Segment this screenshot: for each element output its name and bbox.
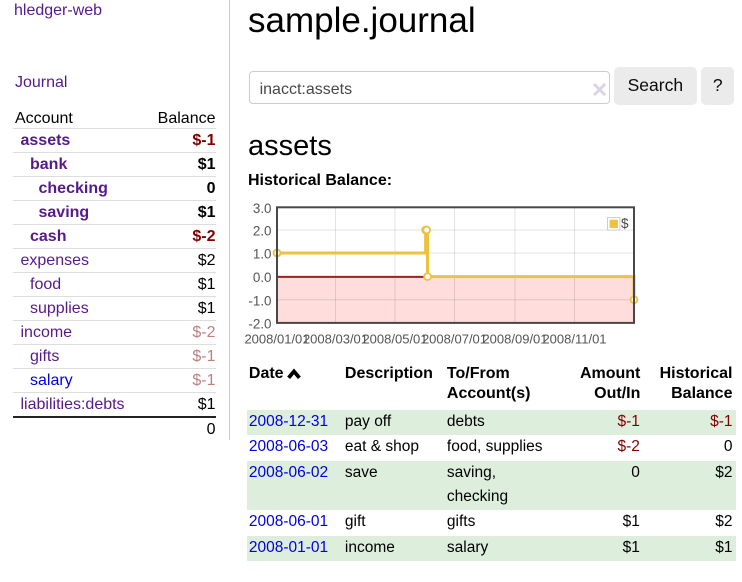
svg-text:2008/03/01: 2008/03/01: [303, 332, 368, 347]
svg-text:2008/01/01: 2008/01/01: [244, 332, 309, 347]
svg-text:2.0: 2.0: [253, 224, 272, 239]
svg-text:-1.0: -1.0: [248, 293, 271, 308]
svg-text:2008/09/01: 2008/09/01: [482, 332, 547, 347]
svg-text:2008/07/01: 2008/07/01: [422, 332, 487, 347]
svg-text:2008/11/01: 2008/11/01: [542, 332, 606, 347]
svg-text:0.0: 0.0: [253, 270, 272, 285]
svg-text:3.0: 3.0: [253, 201, 272, 216]
svg-text:2008/05/01: 2008/05/01: [362, 332, 427, 347]
svg-text:-2.0: -2.0: [248, 317, 271, 332]
svg-text:1.0: 1.0: [253, 247, 272, 262]
svg-text:$: $: [621, 216, 629, 231]
